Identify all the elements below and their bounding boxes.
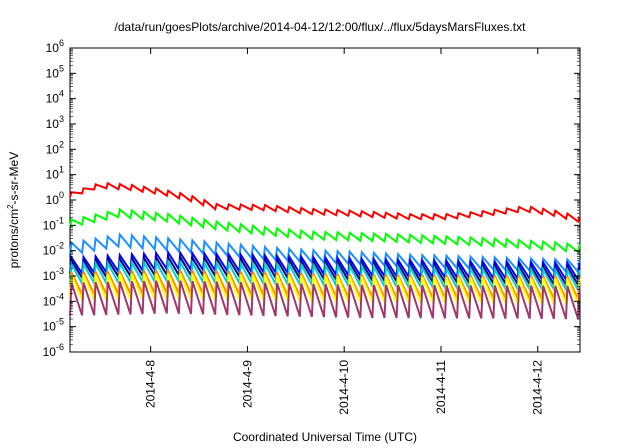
chart-title: /data/run/goesPlots/archive/2014-04-12/1… <box>114 20 526 34</box>
x-tick-label: 2014-4-10 <box>337 360 351 415</box>
y-tick-label: 101 <box>46 165 64 182</box>
y-tick-label: 100 <box>46 190 64 207</box>
x-axis-label: Coordinated Universal Time (UTC) <box>232 430 418 444</box>
y-tick-label: 10-4 <box>43 291 64 308</box>
y-tick-label: 102 <box>46 139 64 156</box>
y-tick-label: 10-3 <box>43 266 64 283</box>
x-tick-label: 2014-4-9 <box>240 360 254 408</box>
y-tick-label: 106 <box>46 38 64 55</box>
x-ticks: 2014-4-8 2014-4-9 2014-4-10 2014-4-11 2014-4… <box>144 48 545 415</box>
y-tick-label: 10-6 <box>43 342 64 359</box>
y-tick-label: 105 <box>46 63 64 80</box>
y-tick-label: 10-1 <box>43 215 64 232</box>
x-tick-label: 2014-4-11 <box>434 360 448 414</box>
y-ticks: 10-6 10-5 10-4 10-3 10-2 10-1 100 101 102 103 104 1… <box>43 38 580 359</box>
y-axis-label-sup: 2 <box>6 204 15 209</box>
y-axis-label-suffix: -s-sr-MeV <box>7 151 21 205</box>
y-tick-label: 103 <box>46 114 64 131</box>
y-tick-label: 104 <box>46 89 64 106</box>
y-tick-label: 10-2 <box>43 241 64 258</box>
x-tick-label: 2014-4-8 <box>144 360 158 408</box>
y-axis-label: protons/cm2-s-sr-MeV <box>6 152 26 268</box>
y-axis-label-prefix: protons/cm <box>7 208 21 269</box>
x-tick-label: 2014-4-12 <box>531 360 545 415</box>
series-line <box>69 280 581 320</box>
y-tick-label: 10-5 <box>43 317 64 334</box>
series-line <box>69 207 581 255</box>
series-layer <box>69 181 581 320</box>
series-line <box>69 181 581 224</box>
